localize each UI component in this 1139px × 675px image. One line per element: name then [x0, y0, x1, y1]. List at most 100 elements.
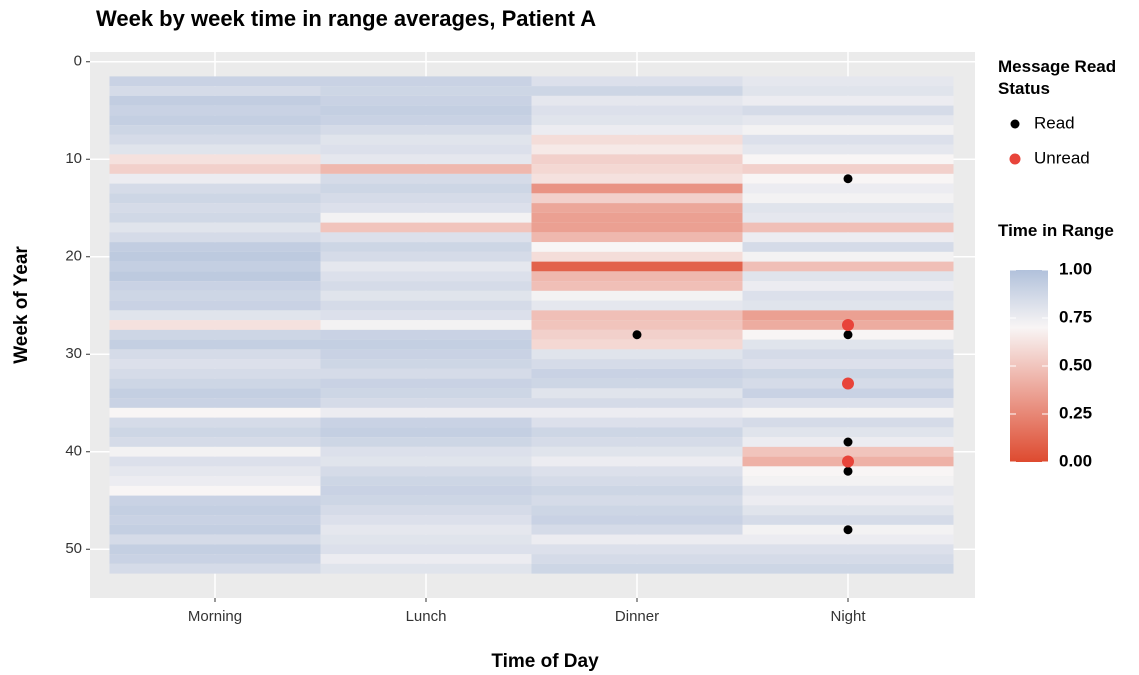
tile: [109, 115, 321, 126]
tile: [109, 173, 321, 184]
tile: [109, 134, 321, 145]
tile: [531, 212, 743, 223]
tile: [320, 524, 532, 535]
tile: [320, 349, 532, 360]
tile: [531, 427, 743, 438]
tile: [742, 251, 954, 262]
tile: [109, 95, 321, 106]
tile: [109, 164, 321, 174]
y-tick-label: 30: [65, 345, 82, 362]
tile: [109, 310, 321, 321]
tile: [320, 456, 532, 467]
tile: [109, 329, 321, 340]
tile: [109, 417, 321, 428]
tile: [531, 134, 743, 145]
tile: [742, 86, 954, 96]
tile: [109, 76, 321, 87]
tile: [742, 476, 954, 486]
tile: [109, 300, 321, 311]
tile: [109, 203, 321, 213]
tile: [742, 183, 954, 194]
tile: [531, 349, 743, 360]
tile: [109, 495, 321, 506]
tile: [109, 456, 321, 467]
tile: [742, 95, 954, 106]
tile: [742, 115, 954, 126]
tile: [742, 359, 954, 369]
tile: [320, 427, 532, 438]
tile: [320, 505, 532, 516]
tile: [109, 398, 321, 408]
tile: [320, 437, 532, 447]
tile: [320, 388, 532, 399]
tile: [742, 485, 954, 496]
tile: [109, 476, 321, 486]
colorbar-label: 0.75: [1059, 307, 1092, 326]
tile: [109, 86, 321, 96]
tile: [531, 320, 743, 330]
tile: [531, 300, 743, 311]
color-legend-title: Time in Range: [998, 221, 1114, 240]
tile: [531, 86, 743, 96]
y-tick-label: 20: [65, 248, 82, 265]
tile: [109, 261, 321, 272]
tile: [742, 388, 954, 399]
tile: [320, 563, 532, 574]
tile: [742, 505, 954, 516]
tile: [109, 544, 321, 555]
tile: [320, 242, 532, 252]
tile: [742, 164, 954, 174]
message-point: [843, 466, 853, 476]
points-legend-title: Message Read Status: [998, 57, 1117, 98]
message-point: [632, 330, 642, 340]
tile: [109, 339, 321, 350]
tile: [531, 290, 743, 301]
tile: [742, 125, 954, 135]
tile: [320, 495, 532, 506]
tile: [320, 290, 532, 301]
legend-label: Unread: [1034, 148, 1090, 167]
legend-marker: [1009, 153, 1021, 165]
tile: [320, 378, 532, 389]
tile: [531, 407, 743, 418]
tile: [109, 437, 321, 447]
tile: [320, 534, 532, 545]
tile: [320, 164, 532, 174]
tile: [531, 495, 743, 506]
tile: [531, 466, 743, 477]
tile: [742, 407, 954, 418]
tile: [742, 242, 954, 252]
tile: [531, 524, 743, 535]
tile: [109, 271, 321, 282]
tile: [742, 417, 954, 428]
tile: [531, 183, 743, 194]
tile: [320, 251, 532, 262]
chart-title: Week by week time in range averages, Pat…: [96, 6, 596, 31]
tile: [742, 105, 954, 116]
tile: [531, 456, 743, 467]
tile: [531, 193, 743, 204]
tile: [742, 76, 954, 87]
tile: [742, 271, 954, 282]
tile: [109, 290, 321, 301]
tile: [109, 485, 321, 496]
tile: [531, 446, 743, 457]
tile: [742, 193, 954, 204]
tile: [531, 95, 743, 106]
x-tick-label: Night: [830, 608, 866, 625]
tile: [742, 232, 954, 243]
y-tick-label: 10: [65, 150, 82, 167]
tile: [109, 359, 321, 369]
tile: [531, 222, 743, 233]
x-tick-label: Lunch: [406, 608, 447, 625]
y-tick-label: 50: [65, 540, 82, 557]
tile: [109, 368, 321, 379]
tile: [109, 144, 321, 155]
tile: [742, 544, 954, 555]
tile: [109, 407, 321, 418]
tile: [320, 134, 532, 145]
message-point: [842, 377, 854, 390]
tile: [320, 339, 532, 350]
